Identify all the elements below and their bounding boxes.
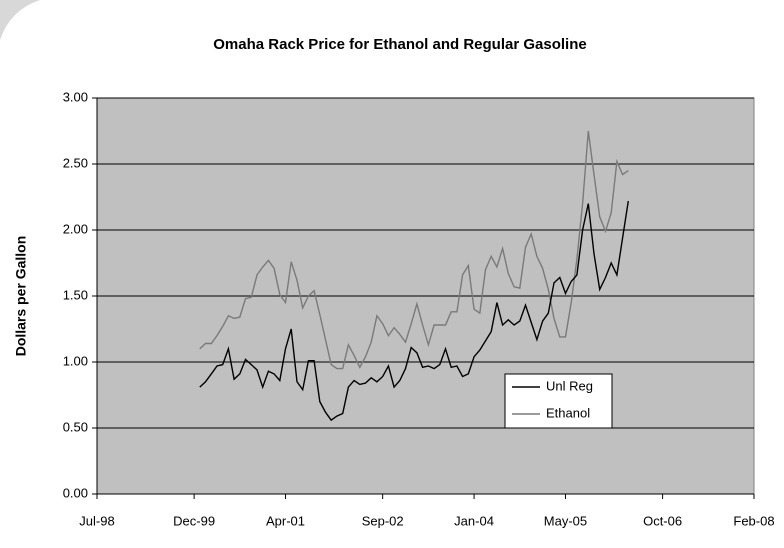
x-tick-label: Jan-04 [454, 513, 494, 528]
y-tick-label: 3.00 [63, 89, 88, 104]
x-tick-label: Sep-02 [362, 513, 404, 528]
legend-label: Ethanol [546, 405, 590, 420]
x-tick-label: Feb-08 [733, 513, 774, 528]
chart-title: Omaha Rack Price for Ethanol and Regular… [213, 36, 586, 53]
x-tick-label: Jul-98 [79, 513, 114, 528]
x-tick-label: May-05 [544, 513, 587, 528]
y-tick-label: 1.50 [63, 287, 88, 302]
x-tick-label: Dec-99 [173, 513, 215, 528]
legend [504, 373, 613, 429]
y-axis-label: Dollars per Gallon [13, 236, 29, 357]
series-line [199, 200, 629, 422]
series-line [199, 130, 629, 370]
y-tick-label: 2.50 [63, 155, 88, 170]
y-tick-label: 1.00 [63, 353, 88, 368]
legend-label: Unl Reg [546, 378, 593, 393]
slide-corner [0, 0, 40, 40]
y-tick-label: 0.00 [63, 485, 88, 500]
y-tick-label: 2.00 [63, 221, 88, 236]
y-tick-label: 0.50 [63, 419, 88, 434]
x-tick-label: Apr-01 [266, 513, 305, 528]
x-tick-label: Oct-06 [643, 513, 682, 528]
